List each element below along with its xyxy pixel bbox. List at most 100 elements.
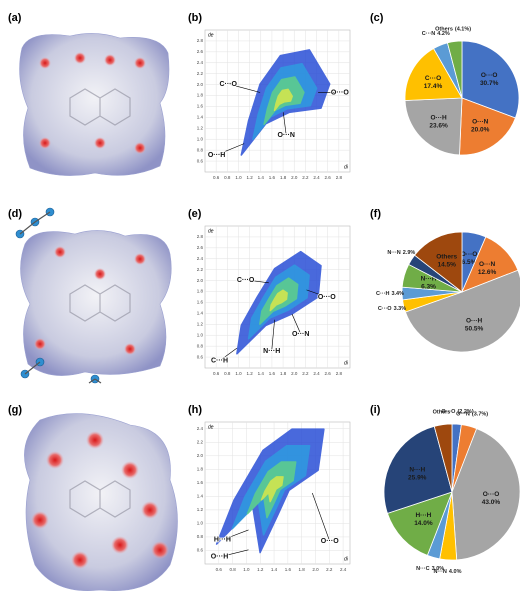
- y-tick-label: 0.6: [197, 548, 204, 553]
- slice-label: O···N12.6%: [478, 261, 497, 276]
- slice-name: O···O: [461, 251, 478, 258]
- contact-spot: [124, 343, 136, 355]
- x-tick-label: 2.2: [302, 175, 309, 180]
- x-tick-label: 2.8: [336, 371, 343, 376]
- panel-label: (h): [188, 404, 202, 416]
- y-tick-label: 1.8: [197, 467, 204, 472]
- slice-name: O···N: [472, 118, 489, 125]
- x-tick-label: 2.2: [326, 567, 333, 572]
- slice-label: N···N2.9%: [387, 251, 415, 257]
- x-tick-label: 1.4: [258, 371, 265, 376]
- contact-spot: [111, 536, 129, 554]
- panel-label: (b): [188, 12, 202, 24]
- y-tick-label: 1.2: [197, 125, 204, 130]
- slice-label: O···O43.0%: [482, 491, 501, 506]
- surface-panel: (a): [8, 12, 169, 176]
- hirshfeld-surface: [20, 33, 169, 175]
- slice-value: 3.4%: [391, 291, 404, 297]
- x-tick-label: 1.0: [235, 175, 242, 180]
- contact-spot: [134, 253, 146, 265]
- annotation: N···H: [263, 348, 280, 355]
- contact-spot: [71, 551, 89, 569]
- x-tick-label: 0.8: [224, 175, 231, 180]
- y-tick-label: 1.6: [197, 480, 204, 485]
- panel-label: (d): [8, 208, 22, 220]
- x-tick-label: 2.6: [325, 175, 332, 180]
- contact-spot: [141, 501, 159, 519]
- y-tick-label: 1.0: [197, 136, 204, 141]
- contact-spot: [121, 461, 139, 479]
- y-tick-label: 2.4: [197, 60, 204, 65]
- slice-name: N···N: [387, 251, 400, 257]
- slice-value: 50.5%: [465, 325, 484, 332]
- slice-name: C···N: [422, 32, 435, 38]
- slice-value: 25.9%: [408, 474, 427, 481]
- slice-value: 12.6%: [478, 269, 497, 276]
- y-tick-label: 0.8: [197, 534, 204, 539]
- contact-spot: [86, 431, 104, 449]
- panel-label: (g): [8, 404, 22, 416]
- x-tick-label: 0.8: [224, 371, 231, 376]
- slice-name: N···C: [416, 566, 429, 572]
- slice-value: 3.0%: [432, 566, 445, 572]
- y-tick-label: 1.6: [197, 104, 204, 109]
- y-axis-label: de: [208, 424, 214, 430]
- contact-spot: [39, 137, 51, 149]
- annotation: O···O: [331, 89, 349, 96]
- contact-spot: [134, 57, 146, 69]
- x-tick-label: 1.4: [258, 175, 265, 180]
- slice-name: O···H: [466, 317, 483, 324]
- y-tick-label: 1.4: [197, 311, 204, 316]
- annotation: H···H: [214, 537, 231, 544]
- slice-label: H···H14.0%: [414, 512, 433, 527]
- panel-label: (a): [8, 12, 22, 24]
- surface-panel: (d): [8, 208, 171, 383]
- hirshfeld-surface: [21, 230, 172, 375]
- x-tick-label: 2.8: [336, 175, 343, 180]
- x-tick-label: 2.4: [313, 175, 320, 180]
- y-axis-label: de: [208, 32, 214, 38]
- annotation: O···H: [211, 554, 229, 561]
- contact-spot: [54, 246, 66, 258]
- y-tick-label: 0.6: [197, 158, 204, 163]
- slice-value: 6.3%: [421, 283, 436, 290]
- y-tick-label: 2.8: [197, 234, 204, 239]
- slice-label: Others14.5%: [436, 253, 457, 268]
- slice-name: C···O: [378, 306, 392, 312]
- y-tick-label: 1.6: [197, 300, 204, 305]
- slice-name: O···H: [430, 114, 447, 121]
- y-tick-label: 2.6: [197, 245, 204, 250]
- slice-value: 3.3%: [394, 306, 407, 312]
- y-tick-label: 1.2: [197, 507, 204, 512]
- y-tick-label: 1.2: [197, 321, 204, 326]
- x-tick-label: 1.0: [235, 371, 242, 376]
- y-tick-label: 2.2: [197, 439, 204, 444]
- contact-spot: [34, 338, 46, 350]
- x-tick-label: 0.6: [216, 567, 223, 572]
- y-tick-label: 0.8: [197, 147, 204, 152]
- x-tick-label: 2.0: [291, 175, 298, 180]
- slice-label: C···O17.4%: [424, 75, 443, 90]
- slice-name: Others: [433, 410, 451, 416]
- annotation: O···H: [208, 152, 226, 159]
- slice-value: 43.0%: [482, 499, 501, 506]
- y-tick-label: 1.8: [197, 93, 204, 98]
- annotation: C···O: [219, 81, 237, 88]
- contact-spot: [39, 57, 51, 69]
- annotation: O···N: [292, 331, 310, 338]
- y-tick-label: 1.4: [197, 115, 204, 120]
- slice-value: 4.0%: [449, 569, 462, 575]
- contact-spot: [74, 52, 86, 64]
- contact-spot: [151, 541, 169, 559]
- slice-label: C···O3.3%: [378, 306, 406, 312]
- panel-label: (i): [370, 404, 381, 416]
- y-tick-label: 2.2: [197, 267, 204, 272]
- x-tick-label: 1.2: [246, 175, 253, 180]
- contact-spot: [31, 511, 49, 529]
- slice-name: O···O: [481, 72, 498, 79]
- x-tick-label: 0.6: [213, 175, 220, 180]
